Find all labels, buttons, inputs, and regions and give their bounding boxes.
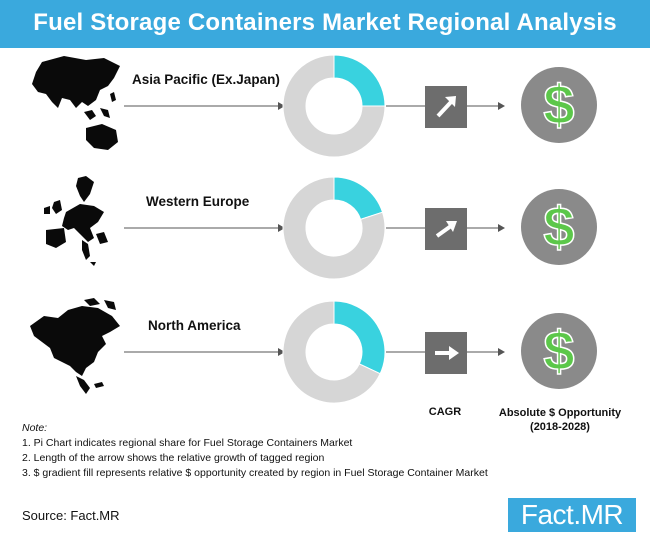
donut-slice-rest <box>282 300 381 404</box>
svg-text:$: $ <box>543 195 574 258</box>
region-label-western-europe: Western Europe <box>146 194 250 209</box>
region-row-asia-pacific: Asia Pacific (Ex.Japan) $ <box>0 50 650 175</box>
dollar-icon: $ <box>521 67 597 143</box>
cagr-column-label: CAGR <box>428 406 462 418</box>
note-item: 3. $ gradient fill represents relative $… <box>22 467 488 479</box>
dollar-icon: $ <box>521 313 597 389</box>
cagr-arrow-right-icon <box>425 332 467 374</box>
donut-slice-rest <box>282 176 386 280</box>
region-row-western-europe: Western Europe $ <box>0 172 650 297</box>
share-donut-chart <box>282 176 386 280</box>
notes: Note: 1. Pi Chart indicates regional sha… <box>22 421 622 481</box>
svg-text:$: $ <box>543 73 574 136</box>
svg-text:$: $ <box>543 319 574 382</box>
title-bar <box>0 0 650 48</box>
connector-arrow <box>124 348 285 356</box>
page-title: Fuel Storage Containers Market Regional … <box>33 9 617 36</box>
share-donut-chart <box>282 300 386 404</box>
note-item: 1. Pi Chart indicates regional share for… <box>22 437 353 449</box>
absolute-opportunity-label-line2: (2018-2028) <box>530 421 590 433</box>
region-row-north-america: North America $ <box>0 296 650 421</box>
region-label-asia-pacific: Asia Pacific (Ex.Japan) <box>132 72 280 87</box>
connector-arrow <box>124 224 285 232</box>
asia-pacific-map-icon <box>32 56 120 150</box>
logo-text-part1: Fact <box>520 499 574 530</box>
donut-slice-region-share <box>333 176 384 220</box>
share-donut-chart <box>282 54 386 158</box>
north-america-map-icon <box>30 298 120 394</box>
absolute-opportunity-column-label: Absolute $ Opportunity (2018-2028) <box>490 406 630 434</box>
absolute-opportunity-label-line1: Absolute $ Opportunity <box>498 407 622 419</box>
notes-heading: Note: <box>22 422 48 434</box>
donut-slice-region-share <box>333 54 386 107</box>
note-item: 2. Length of the arrow shows the relativ… <box>22 452 325 464</box>
dollar-icon: $ <box>521 189 597 265</box>
cagr-arrow-up-right-icon <box>425 208 467 250</box>
western-europe-map-icon <box>44 176 108 266</box>
region-label-north-america: North America <box>148 318 241 333</box>
factmr-logo: Fact.MR <box>508 498 636 532</box>
source-text: Source: Fact.MR <box>22 508 120 523</box>
connector-arrow <box>124 102 285 110</box>
logo-text-part2: .MR <box>573 499 624 530</box>
donut-slice-region-share <box>333 300 386 375</box>
donut-slice-rest <box>282 54 386 158</box>
cagr-arrow-up-right-icon <box>425 86 467 128</box>
